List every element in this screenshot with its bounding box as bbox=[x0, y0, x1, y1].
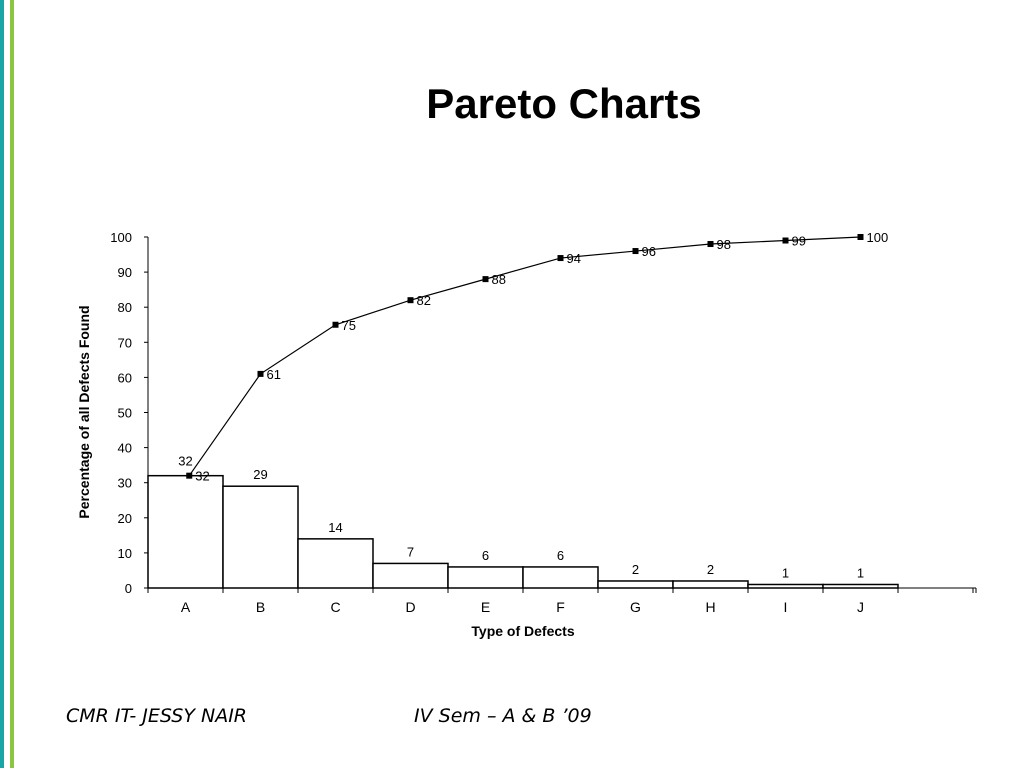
bar-H bbox=[672, 580, 749, 589]
bar-I bbox=[747, 583, 824, 589]
bar-E bbox=[447, 566, 524, 589]
cumulative-point bbox=[632, 248, 639, 255]
left-accent-bar-green bbox=[10, 0, 14, 768]
cumulative-value-label: 98 bbox=[717, 237, 731, 252]
bar-F bbox=[522, 566, 599, 589]
y-tick-label: 40 bbox=[118, 441, 132, 456]
x-tick-label: C bbox=[330, 599, 340, 615]
x-tick-label: G bbox=[630, 599, 641, 615]
bar-value-label: 6 bbox=[557, 548, 564, 563]
x-tick-label: A bbox=[181, 599, 191, 615]
y-tick-label: 60 bbox=[118, 370, 132, 385]
y-tick-label: 80 bbox=[118, 300, 132, 315]
cumulative-value-label: 75 bbox=[342, 318, 356, 333]
cumulative-line bbox=[188, 236, 861, 477]
cumulative-point bbox=[257, 370, 264, 377]
bar-J bbox=[822, 583, 899, 589]
y-tick-label: 90 bbox=[118, 265, 132, 280]
cumulative-point bbox=[557, 255, 564, 262]
bar-value-label: 6 bbox=[482, 548, 489, 563]
cumulative-point bbox=[407, 297, 414, 304]
bar-value-label: 7 bbox=[407, 544, 414, 559]
cumulative-point bbox=[707, 241, 714, 248]
cumulative-point bbox=[482, 276, 489, 283]
x-tick-label: H bbox=[705, 599, 715, 615]
bar-D bbox=[372, 562, 449, 589]
y-axis-title: Percentage of all Defects Found bbox=[76, 305, 92, 518]
slide-title: Pareto Charts bbox=[426, 80, 702, 127]
x-tick-label: J bbox=[857, 599, 864, 615]
bar-value-label: 2 bbox=[632, 562, 639, 577]
footer-author: CMR IT- JESSY NAIR bbox=[66, 705, 248, 727]
y-tick-label: 100 bbox=[110, 230, 132, 245]
x-axis-title: Type of Defects bbox=[471, 623, 574, 639]
footer-semester: IV Sem – A & B ’09 bbox=[414, 705, 592, 727]
x-tick-label: F bbox=[556, 599, 565, 615]
bar-value-label: 14 bbox=[328, 520, 342, 535]
cumulative-value-label: 32 bbox=[195, 469, 209, 484]
left-accent-bar-teal bbox=[0, 0, 4, 768]
cumulative-point bbox=[857, 234, 864, 240]
cumulative-value-label: 94 bbox=[567, 251, 581, 266]
x-tick-label: I bbox=[784, 599, 788, 615]
cumulative-value-label: 99 bbox=[792, 234, 806, 249]
y-tick-label: 0 bbox=[125, 581, 132, 596]
cumulative-value-label: 96 bbox=[642, 244, 656, 259]
cumulative-point bbox=[782, 237, 789, 244]
x-tick-label: E bbox=[481, 599, 490, 615]
bar-B bbox=[222, 485, 299, 589]
cumulative-point bbox=[332, 321, 339, 328]
bar-A bbox=[147, 474, 224, 589]
y-tick-label: 30 bbox=[118, 476, 132, 491]
bar-value-label: 1 bbox=[782, 565, 789, 580]
y-tick-label: 70 bbox=[118, 335, 132, 350]
cumulative-value-label: 88 bbox=[492, 272, 506, 287]
bar-value-label: 32 bbox=[178, 454, 192, 469]
bar-C bbox=[297, 538, 374, 589]
cumulative-value-label: 82 bbox=[417, 293, 431, 308]
x-tick-label: B bbox=[256, 599, 265, 615]
bar-value-label: 29 bbox=[253, 467, 267, 482]
y-tick-label: 50 bbox=[118, 406, 132, 421]
cumulative-point bbox=[186, 472, 193, 479]
cumulative-value-label: 100 bbox=[867, 230, 889, 245]
y-tick-label: 10 bbox=[118, 546, 132, 561]
x-tick-label: D bbox=[405, 599, 415, 615]
bar-value-label: 1 bbox=[857, 565, 864, 580]
y-tick-label: 20 bbox=[118, 511, 132, 526]
bar-value-label: 2 bbox=[707, 562, 714, 577]
bar-G bbox=[597, 580, 674, 589]
cumulative-value-label: 61 bbox=[267, 367, 281, 382]
